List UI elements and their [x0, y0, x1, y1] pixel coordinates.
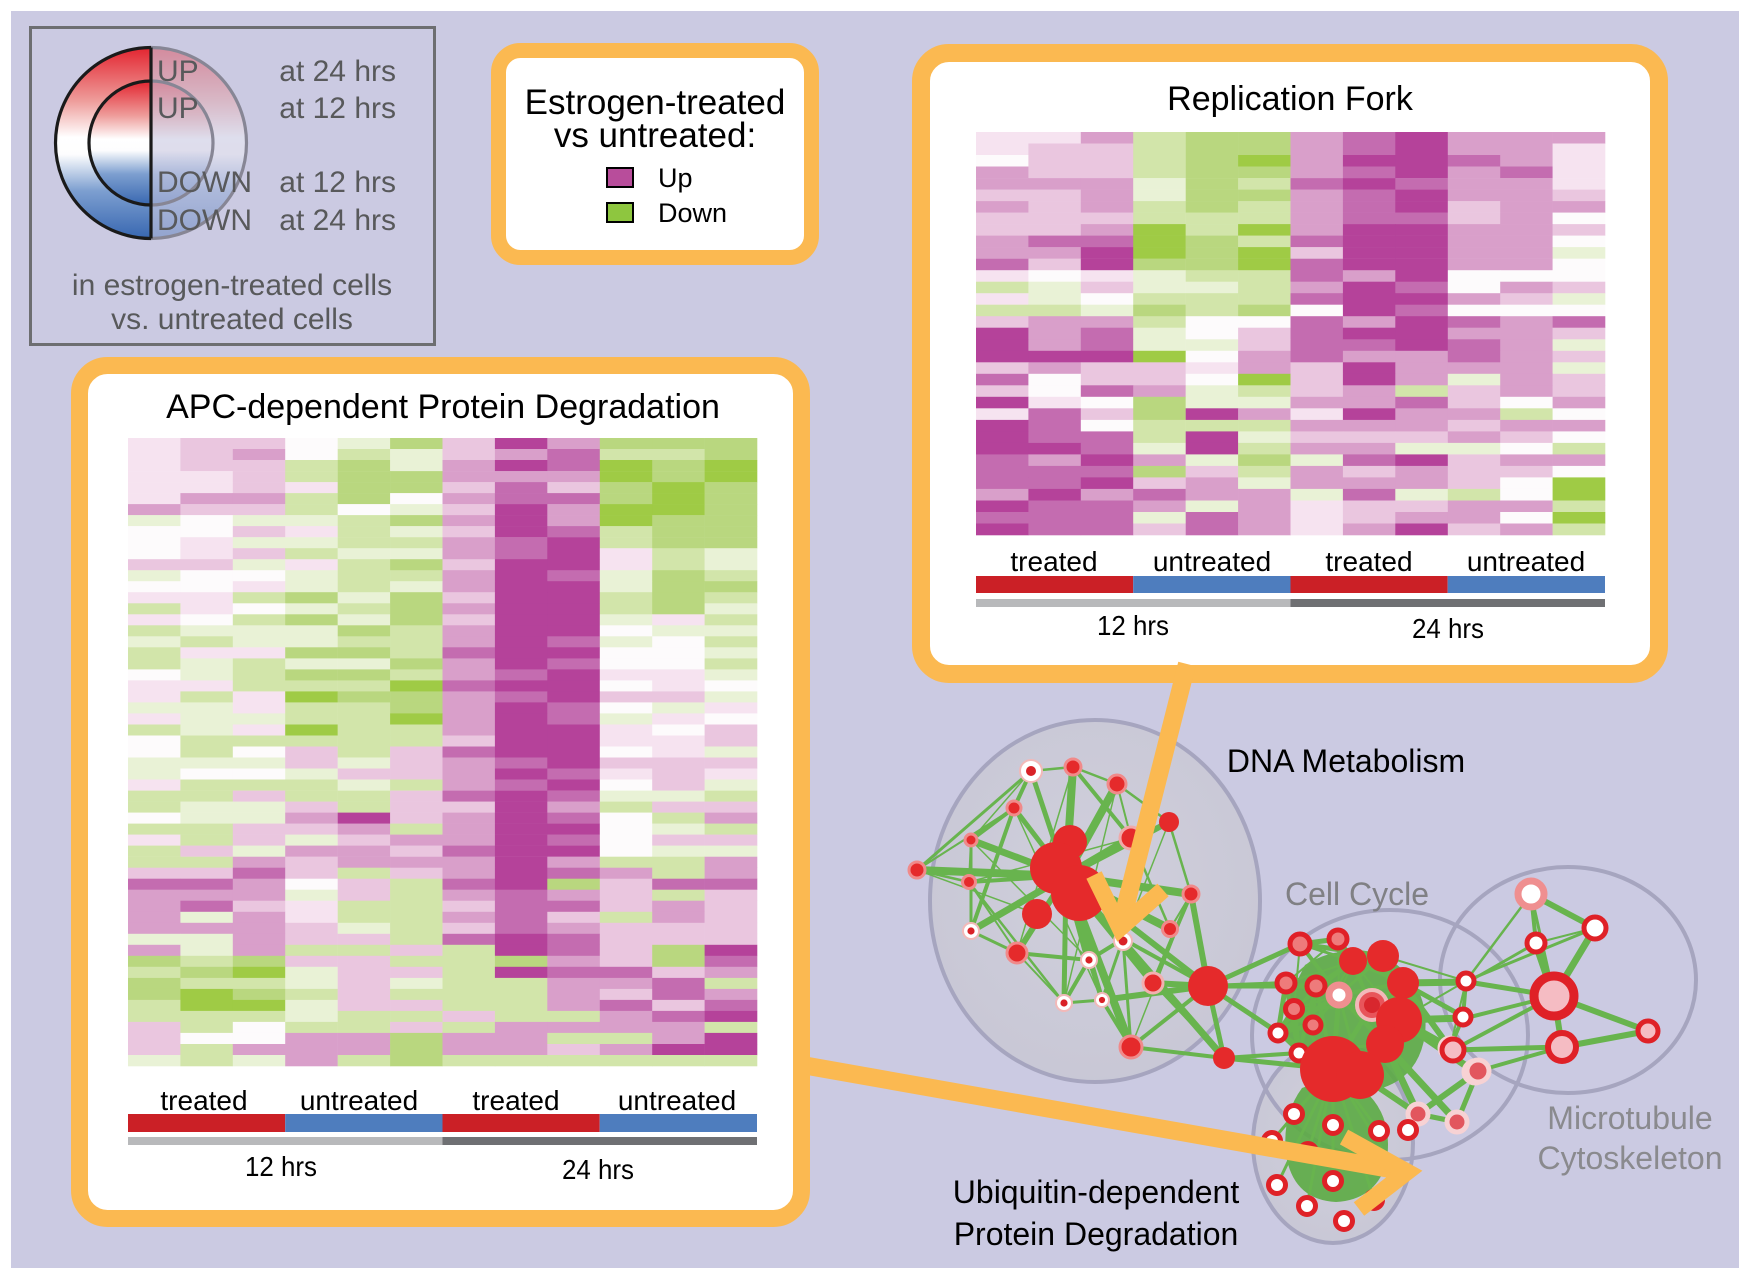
svg-text:untreated: untreated [618, 1085, 736, 1116]
svg-text:at 12 hrs: at 12 hrs [279, 92, 396, 125]
svg-text:12 hrs: 12 hrs [245, 1151, 317, 1182]
svg-text:APC-dependent Protein Degradat: APC-dependent Protein Degradation [166, 388, 720, 426]
svg-text:untreated: untreated [1153, 546, 1271, 577]
svg-text:treated: treated [160, 1085, 247, 1116]
svg-text:Protein Degradation: Protein Degradation [954, 1216, 1239, 1252]
svg-text:treated: treated [1325, 546, 1412, 577]
svg-text:Up: Up [658, 163, 693, 193]
svg-text:24 hrs: 24 hrs [1412, 613, 1484, 644]
svg-text:12 hrs: 12 hrs [1097, 610, 1169, 641]
svg-text:Estrogen-treated: Estrogen-treated [525, 83, 786, 122]
svg-text:DNA Metabolism: DNA Metabolism [1227, 743, 1465, 779]
svg-text:in estrogen-treated cells: in estrogen-treated cells [72, 269, 392, 302]
svg-text:Cytoskeleton: Cytoskeleton [1538, 1140, 1723, 1176]
svg-text:Cell Cycle: Cell Cycle [1285, 876, 1429, 912]
svg-text:at 12 hrs: at 12 hrs [279, 166, 396, 199]
svg-text:untreated: untreated [1467, 546, 1585, 577]
svg-text:vs. untreated cells: vs. untreated cells [111, 303, 353, 336]
svg-text:DOWN: DOWN [157, 204, 252, 237]
svg-text:Ubiquitin-dependent: Ubiquitin-dependent [953, 1174, 1240, 1210]
svg-text:at 24 hrs: at 24 hrs [279, 55, 396, 88]
svg-text:DOWN: DOWN [157, 166, 252, 199]
svg-text:Microtubule: Microtubule [1547, 1100, 1712, 1136]
svg-text:Down: Down [658, 198, 727, 228]
svg-text:UP: UP [157, 55, 199, 88]
svg-text:vs untreated:: vs untreated: [554, 116, 756, 155]
svg-text:Replication Fork: Replication Fork [1167, 80, 1414, 118]
svg-text:UP: UP [157, 92, 199, 125]
svg-text:24 hrs: 24 hrs [562, 1154, 634, 1185]
svg-text:treated: treated [1010, 546, 1097, 577]
svg-text:treated: treated [472, 1085, 559, 1116]
svg-text:at 24 hrs: at 24 hrs [279, 204, 396, 237]
svg-text:untreated: untreated [300, 1085, 418, 1116]
